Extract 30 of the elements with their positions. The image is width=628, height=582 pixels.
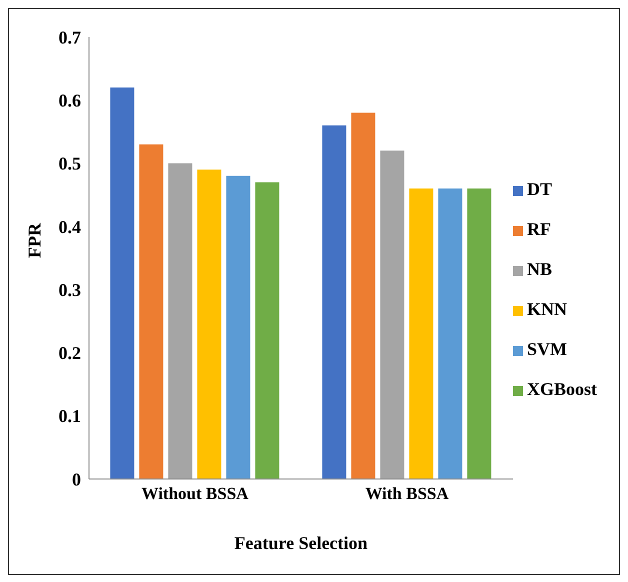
bar	[409, 188, 434, 479]
y-tick-label: 0.5	[58, 154, 81, 174]
bar	[467, 188, 492, 479]
legend-label: RF	[526, 219, 551, 239]
legend-label: XGBoost	[526, 379, 597, 399]
bar	[255, 182, 280, 479]
legend-label: DT	[526, 179, 552, 199]
y-tick-label: 0.1	[58, 406, 81, 426]
legend-label: KNN	[526, 299, 567, 319]
bar	[110, 88, 134, 479]
y-axis-title: FPR	[24, 222, 44, 258]
x-tick-label: Without BSSA	[142, 484, 250, 504]
y-tick-label: 0.3	[58, 280, 81, 300]
y-tick-label: 0	[72, 469, 81, 490]
bar	[197, 170, 222, 479]
legend-label: NB	[526, 259, 552, 279]
bar	[168, 163, 192, 479]
y-tick-label: 0.6	[58, 90, 81, 111]
y-tick-label: 0.2	[58, 343, 81, 364]
bar	[380, 150, 404, 479]
x-axis-title: Feature Selection	[234, 533, 368, 553]
y-tick-label: 0.7	[58, 27, 81, 48]
legend-label: SVM	[526, 339, 567, 359]
bar	[226, 176, 250, 479]
bar	[139, 144, 164, 479]
x-tick-label: With BSSA	[365, 484, 450, 504]
bar	[438, 188, 462, 479]
y-tick-label: 0.4	[58, 216, 81, 237]
bar	[351, 112, 376, 479]
bar	[322, 125, 346, 479]
